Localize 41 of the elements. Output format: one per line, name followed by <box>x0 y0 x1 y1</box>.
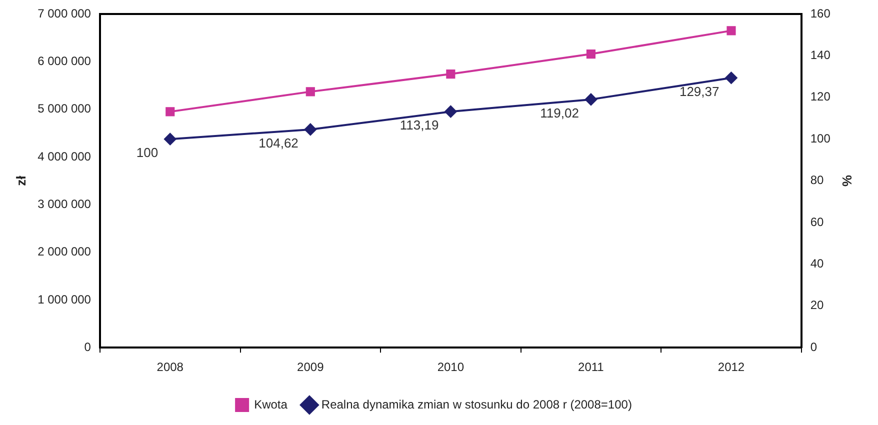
y2-tick-label: 120 <box>810 90 831 104</box>
point <box>586 49 596 59</box>
y2-tick-label: 140 <box>810 48 831 62</box>
point <box>584 93 597 106</box>
legend-label: Realna dynamika zmian w stosunku do 2008 r (2008=100) <box>321 397 632 412</box>
y2-tick-label: 0 <box>810 340 818 354</box>
data-label: 113,19 <box>400 118 439 133</box>
x-tick-label: 2012 <box>718 360 745 374</box>
y-tick-label: 2 000 000 <box>38 244 92 259</box>
y-tick-label: 7 000 000 <box>38 6 92 20</box>
point <box>446 70 456 79</box>
data-label: 104,62 <box>258 136 298 151</box>
point <box>166 107 175 116</box>
x-tick-label: 2010 <box>437 360 464 374</box>
y2-tick-label: 20 <box>810 298 824 312</box>
x-tick-label: 2008 <box>156 360 184 374</box>
data-label: 100 <box>136 145 158 160</box>
y-tick-label: 6 000 000 <box>38 54 92 68</box>
y2-tick-label: 60 <box>810 214 824 229</box>
y-tick-label: 1 000 000 <box>38 292 92 306</box>
y2-tick-label: 40 <box>810 256 824 271</box>
y-axis-title: zł <box>13 175 28 186</box>
legend-label: Kwota <box>254 397 288 412</box>
y-tick-label: 0 <box>84 340 92 354</box>
y-tick-label: 3 000 000 <box>38 196 92 211</box>
data-label: 129,37 <box>679 84 720 99</box>
point <box>725 72 738 84</box>
y2-tick-label: 80 <box>810 173 824 188</box>
y2-axis-title: % <box>840 175 855 188</box>
point <box>164 133 176 146</box>
x-tick-label: 2009 <box>297 360 324 374</box>
y-tick-label: 4 000 000 <box>38 149 92 164</box>
y2-tick-label: 100 <box>810 131 831 146</box>
data-label: 119,02 <box>540 106 579 121</box>
point <box>726 26 736 36</box>
y-tick-label: 5 000 000 <box>38 102 92 116</box>
x-tick-label: 2011 <box>578 360 604 374</box>
point <box>444 106 457 118</box>
point <box>304 123 316 136</box>
y2-tick-label: 160 <box>810 6 831 20</box>
point <box>306 87 315 96</box>
